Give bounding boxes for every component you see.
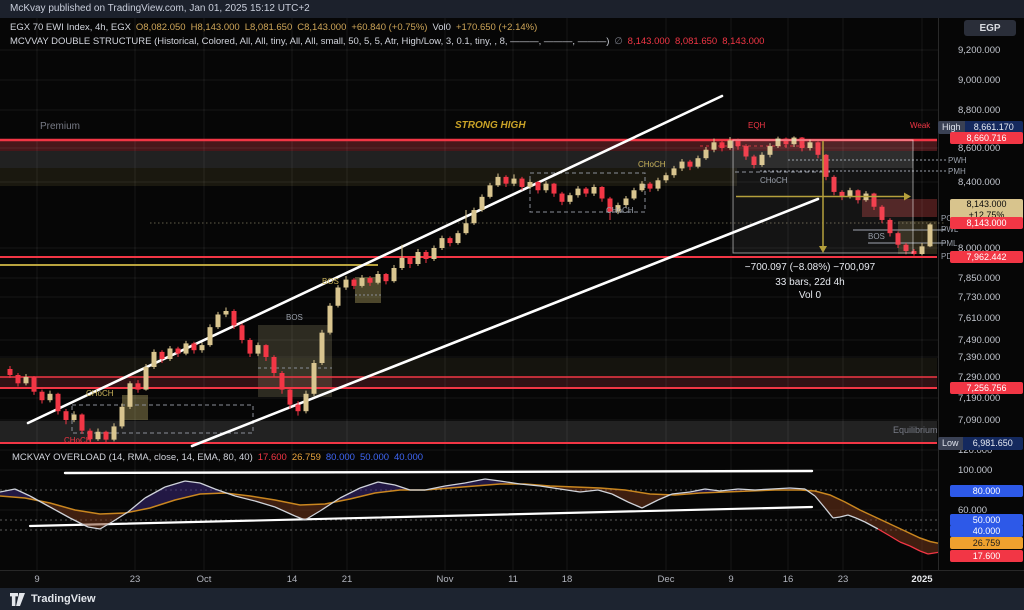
- legend-value: 8,143.000: [627, 36, 670, 47]
- price-axis-separator: [938, 18, 939, 588]
- tradingview-brand[interactable]: TradingView: [31, 593, 96, 605]
- legend-value: EGX 70 EWI Index, 4h, EGX: [10, 22, 131, 33]
- time-axis[interactable]: [0, 570, 1024, 589]
- oscillator-indicator-legend[interactable]: MCKVAY OVERLOAD (14, RMA, close, 14, EMA…: [12, 452, 428, 463]
- legend-value: 26.759: [291, 452, 321, 463]
- legend-value: ∅: [614, 36, 623, 47]
- legend-value: 8,081.650: [674, 36, 718, 47]
- footer-bar: TradingView: [0, 588, 1024, 610]
- legend-value: MCVVAY DOUBLE STRUCTURE (Historical, Col…: [10, 36, 610, 47]
- candles-layer: [7, 136, 933, 444]
- legend-value: +60.840 (+0.75%): [351, 22, 428, 33]
- legend-value: +170.650 (+2.14%): [455, 22, 538, 33]
- legend-value: H8,143.000: [190, 22, 240, 33]
- legend-value: MCKVAY OVERLOAD (14, RMA, close, 14, EMA…: [12, 452, 253, 463]
- legend-value: 17.600: [257, 452, 287, 463]
- legend-value: O8,082.050: [135, 22, 186, 33]
- legend-value: 40.000: [394, 452, 424, 463]
- legend-value: 50.000: [359, 452, 390, 463]
- oscillator-layer: [0, 478, 939, 555]
- legend-value: 8,143.000: [722, 36, 765, 47]
- legend-value: C8,143.000: [297, 22, 347, 33]
- currency-button[interactable]: EGP: [964, 20, 1016, 36]
- chart-background[interactable]: [0, 18, 1024, 570]
- publish-banner: McKvay published on TradingView.com, Jan…: [0, 0, 1024, 18]
- legend-value: L8,081.650: [244, 22, 293, 33]
- legend-value: Vol0: [432, 22, 451, 33]
- symbol-legend[interactable]: EGX 70 EWI Index, 4h, EGX O8,082.050 H8,14…: [10, 22, 542, 33]
- measure-tool-layer: [732, 139, 914, 254]
- legend-value: 80.000: [325, 452, 355, 463]
- tradingview-logo-icon[interactable]: [10, 592, 25, 606]
- structure-indicator-legend[interactable]: MCVVAY DOUBLE STRUCTURE (Historical, Col…: [10, 36, 769, 47]
